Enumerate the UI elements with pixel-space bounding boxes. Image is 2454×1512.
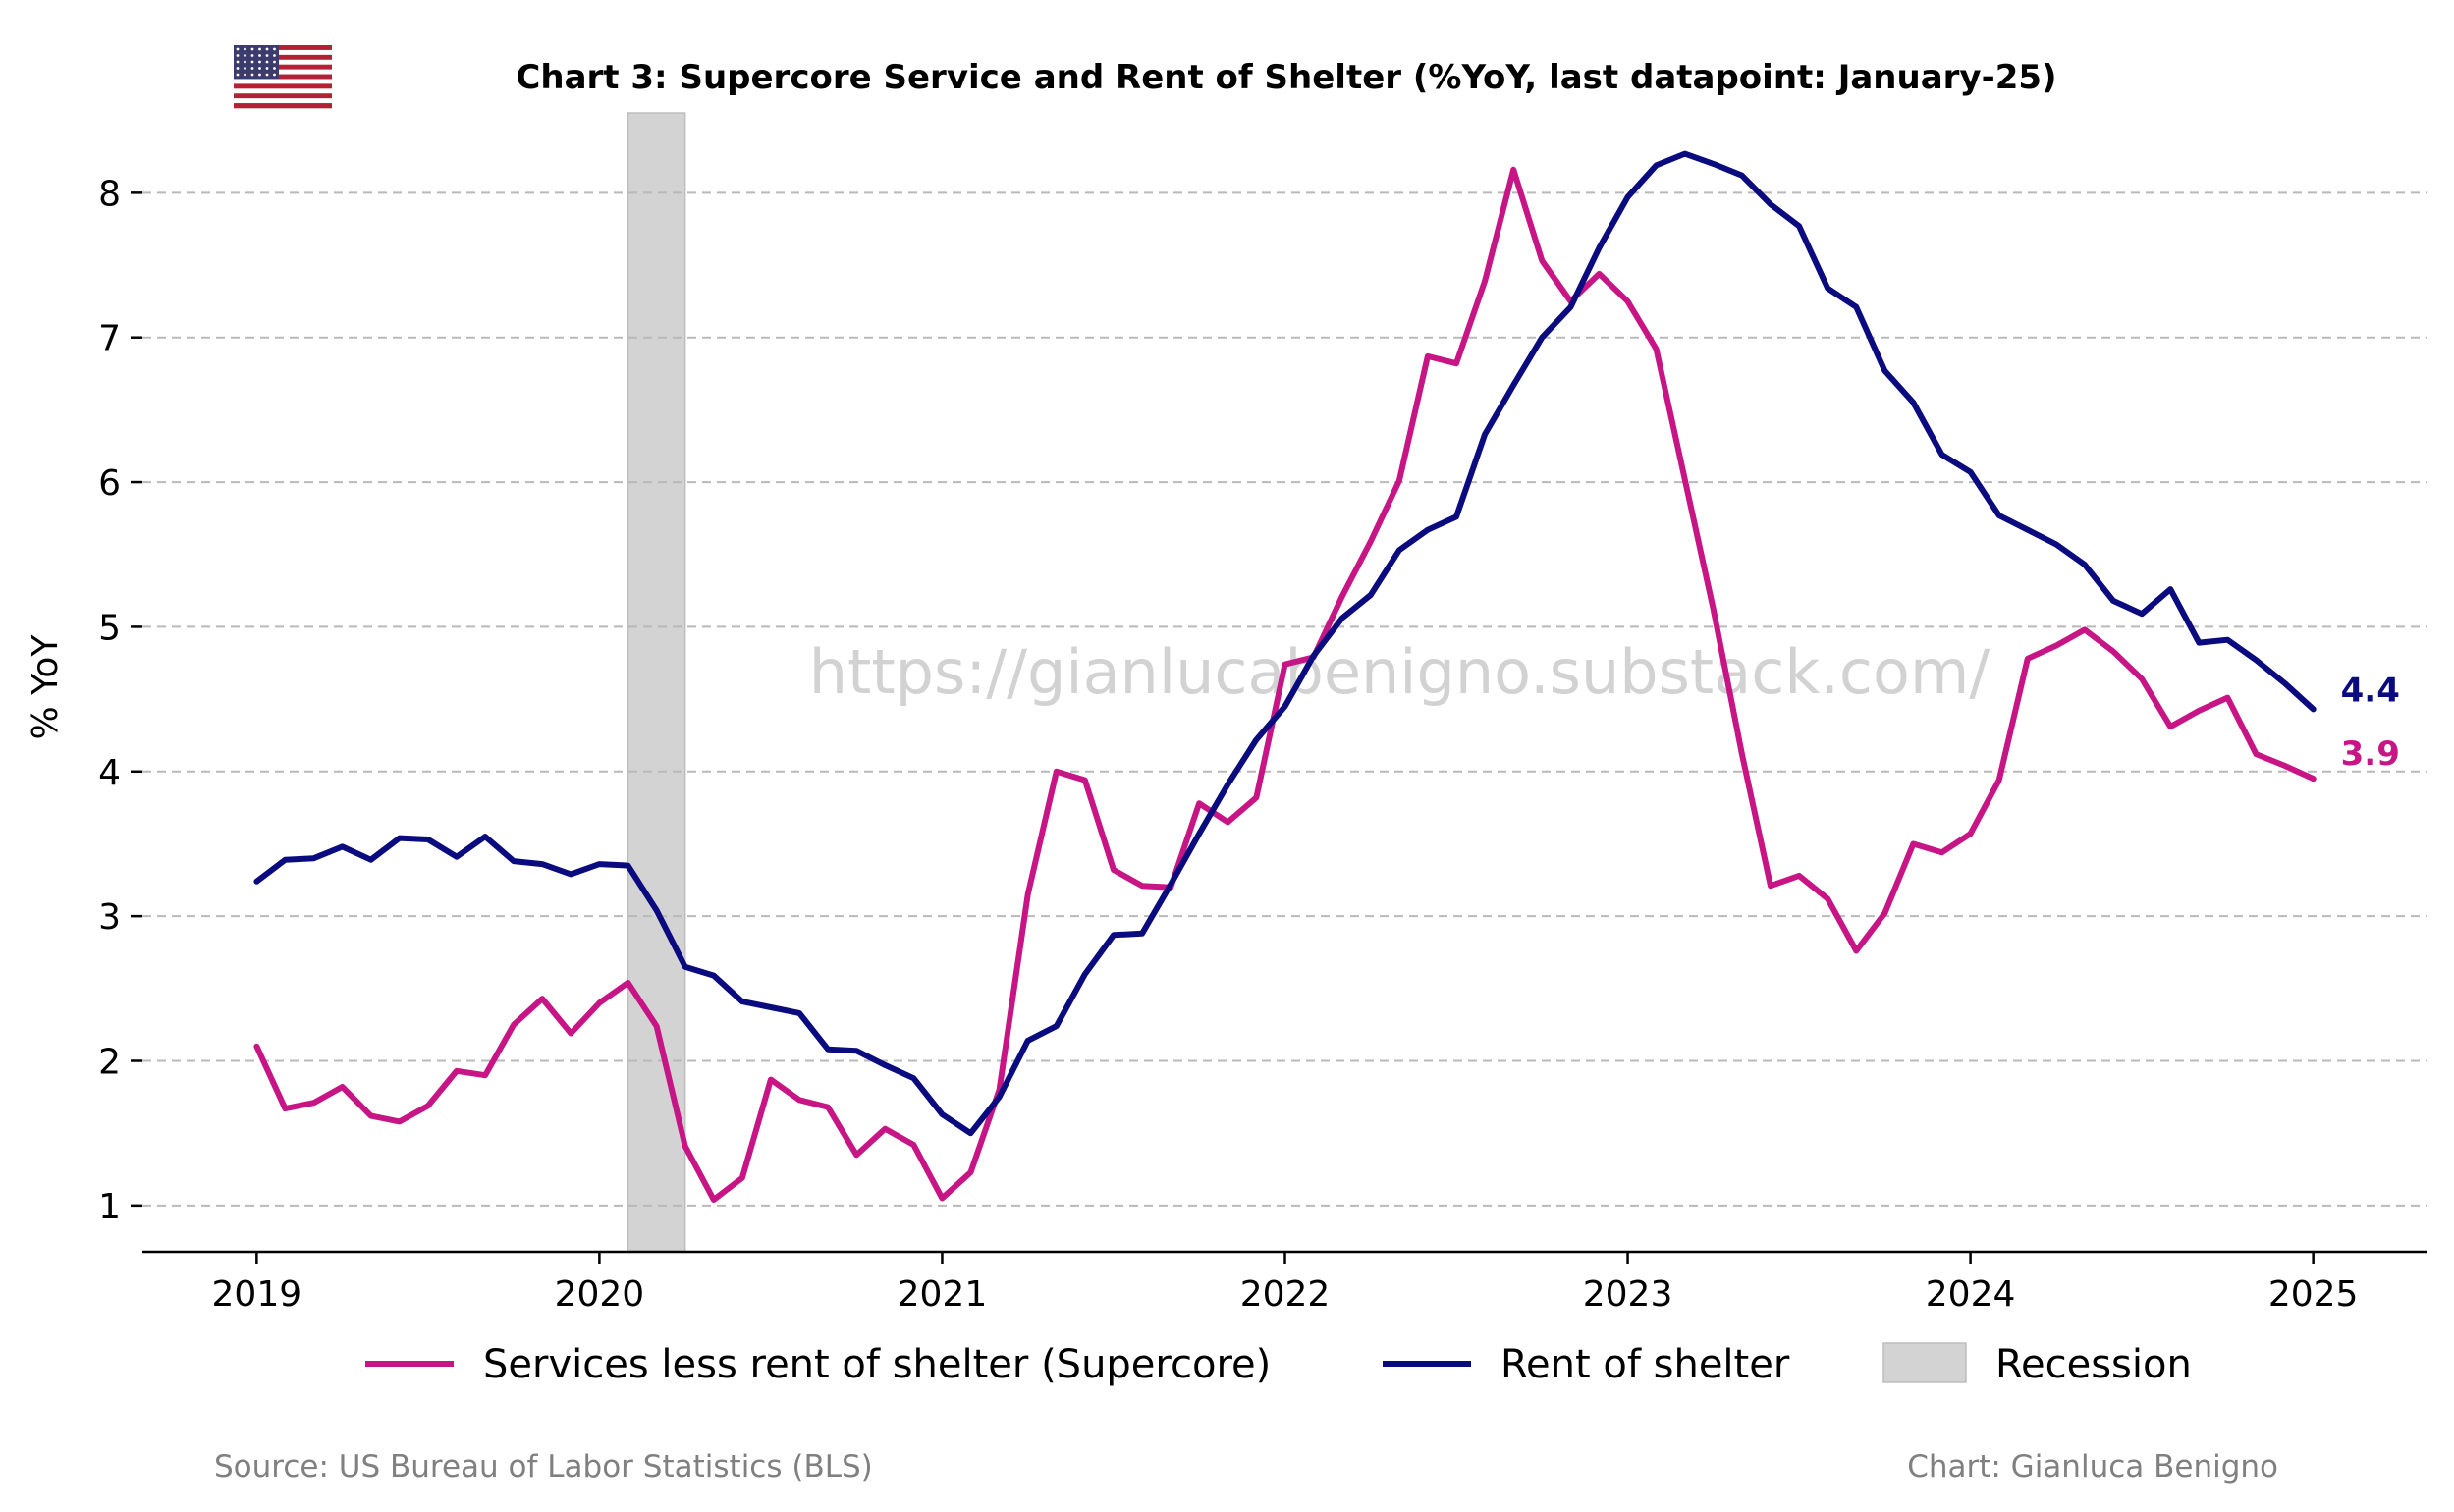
flag-star (258, 47, 261, 51)
flag-star (236, 47, 240, 51)
x-tick-label: 2024 (1926, 1274, 2016, 1315)
flag-stripe (234, 93, 332, 99)
flag-stripe (234, 49, 332, 56)
flag-star (273, 73, 276, 77)
source-note: Source: US Bureau of Labor Statistics (B… (214, 1449, 873, 1485)
flag-stripe (234, 83, 332, 89)
y-tick-label: 3 (98, 897, 121, 938)
end-labels: 3.9 4.4 (2341, 671, 2400, 774)
series-line-supercore (253, 166, 2317, 1203)
x-tick-label: 2019 (212, 1274, 302, 1315)
end-label-rent-of-shelter: 4.4 (2341, 671, 2400, 710)
x-axis: 2019 2020 2021 2022 2023 2024 2025 (212, 1252, 2359, 1315)
legend-label-rent-of-shelter: Rent of shelter (1500, 1342, 1790, 1387)
legend-label-recession: Recession (1995, 1342, 2192, 1387)
x-tick-label: 2021 (898, 1274, 988, 1315)
flag-star (244, 67, 246, 70)
series-line-rent-of-shelter (253, 150, 2317, 1137)
flag-star (250, 60, 254, 64)
flag-stripe (234, 98, 332, 104)
y-tick-label: 5 (98, 608, 121, 648)
x-tick-label: 2020 (555, 1274, 645, 1315)
flag-stripe (234, 45, 332, 51)
chart-title: Chart 3: Supercore Service and Rent of S… (516, 58, 2056, 97)
flag-stripe (234, 103, 332, 109)
flag-star (258, 73, 261, 77)
flag-star (273, 60, 276, 64)
flag-star (244, 73, 246, 77)
flag-stripe (234, 88, 332, 94)
y-tick-label: 4 (98, 753, 121, 793)
flag-star (244, 47, 246, 51)
flag-stripe (234, 69, 332, 75)
flag-star (236, 73, 240, 77)
end-label-supercore: 3.9 (2341, 734, 2400, 774)
flag-stripe (234, 79, 332, 84)
flag-star (244, 54, 246, 57)
recession-band (627, 112, 686, 1253)
legend-swatch-recession (1882, 1342, 1967, 1383)
y-axis-label: % YoY (26, 634, 66, 740)
flag-star (273, 54, 276, 57)
y-gridlines (142, 191, 2427, 1207)
flag-star (250, 54, 254, 57)
flag-star (258, 54, 261, 57)
x-tick-label: 2023 (1583, 1274, 1673, 1315)
legend: Services less rent of shelter (Supercore… (365, 1342, 2192, 1387)
flag-star (258, 67, 261, 70)
y-tick-label: 6 (98, 463, 121, 504)
series-lines (253, 150, 2317, 1203)
flag-stripe (234, 74, 332, 80)
flag-star (265, 47, 269, 51)
flag-stripe (234, 59, 332, 65)
legend-label-supercore: Services less rent of shelter (Supercore… (483, 1342, 1271, 1387)
y-axis: 1 2 3 4 5 6 7 8 (98, 174, 142, 1227)
y-tick-label: 8 (98, 174, 121, 214)
flag-star (250, 67, 254, 70)
flag-star (244, 60, 246, 64)
y-tick-label: 2 (98, 1042, 121, 1082)
flag-star (250, 47, 254, 51)
flag-star (250, 73, 254, 77)
y-tick-label: 1 (98, 1187, 121, 1227)
flag-star (265, 67, 269, 70)
flag-star (265, 73, 269, 77)
flag-star (265, 54, 269, 57)
flag-star (236, 54, 240, 57)
flag-star (265, 60, 269, 64)
flag-star (273, 67, 276, 70)
flag-star (273, 47, 276, 51)
chart-credit: Chart: Gianluca Benigno (1907, 1449, 2278, 1485)
flag-stripe (234, 54, 332, 61)
x-tick-label: 2025 (2268, 1274, 2359, 1315)
flag-stripe (234, 64, 332, 70)
us-flag-icon (234, 45, 332, 109)
x-tick-label: 2022 (1240, 1274, 1331, 1315)
flag-star (258, 60, 261, 64)
y-tick-label: 7 (98, 319, 121, 359)
flag-star (236, 60, 240, 64)
watermark: https://gianlucabenigno.substack.com/ (809, 636, 1990, 708)
flag-star (236, 67, 240, 70)
